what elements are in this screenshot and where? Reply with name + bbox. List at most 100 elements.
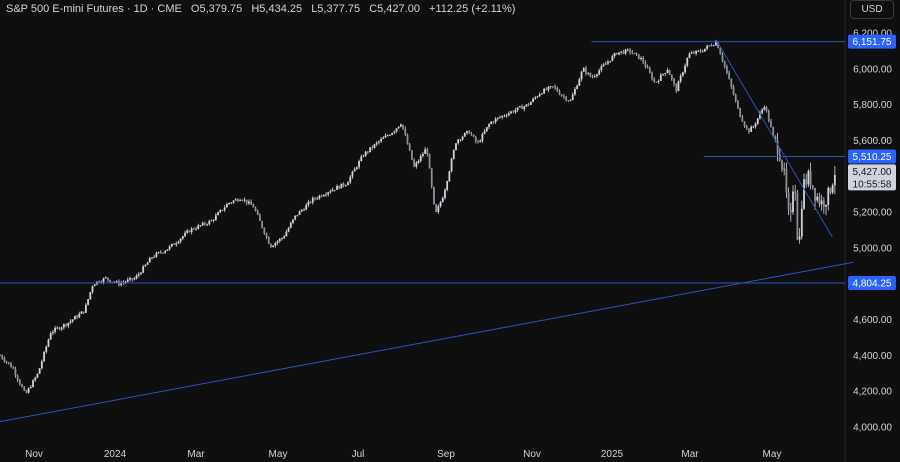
y-tick-label: 6,000.00 xyxy=(853,64,892,75)
candle-body xyxy=(186,230,189,233)
candle-body xyxy=(598,70,601,75)
candle-body xyxy=(263,227,266,234)
candle-body xyxy=(778,154,781,161)
candle-body xyxy=(384,135,387,138)
candle-body xyxy=(703,48,706,52)
y-tick-label: 5,600.00 xyxy=(853,136,892,147)
candle-body xyxy=(283,236,286,239)
candle-body xyxy=(27,388,30,393)
candle-body xyxy=(344,185,347,186)
candle-body xyxy=(602,64,605,67)
x-tick-label: Mar xyxy=(681,449,699,460)
candle-body xyxy=(126,279,129,282)
candle-body xyxy=(494,118,497,123)
candle-body xyxy=(448,171,451,182)
candle-body xyxy=(73,316,76,320)
candle-body xyxy=(468,131,471,134)
candle-body xyxy=(833,175,836,186)
candle-body xyxy=(690,52,693,54)
candle-body xyxy=(422,153,424,156)
candle-body xyxy=(375,142,378,145)
candle-body xyxy=(85,304,87,313)
y-tick-label: 4,000.00 xyxy=(853,423,892,434)
candle-body xyxy=(36,373,39,378)
candle-body xyxy=(201,222,204,226)
candle-body xyxy=(373,144,376,148)
candle-body xyxy=(56,327,59,329)
candle-body xyxy=(395,128,398,132)
candle-body xyxy=(250,201,253,205)
candle-body xyxy=(556,87,559,92)
high-value: H5,434.25 xyxy=(251,3,303,15)
price-tag[interactable] xyxy=(848,34,896,49)
candle-body xyxy=(0,355,1,357)
candle-body xyxy=(642,57,645,63)
candle-body xyxy=(563,96,565,97)
candle-body xyxy=(708,45,711,47)
currency-button[interactable]: USD xyxy=(850,0,894,19)
price-tag[interactable] xyxy=(848,149,896,164)
candle-body xyxy=(796,192,799,240)
candle-body xyxy=(296,214,299,216)
candle-body xyxy=(135,275,138,279)
candle-body xyxy=(173,243,175,245)
candle-body xyxy=(120,282,123,286)
candle-body xyxy=(829,187,832,193)
candle-body xyxy=(721,54,724,62)
candle-body xyxy=(538,94,541,97)
candle-body xyxy=(589,72,592,77)
candle-body xyxy=(514,110,517,113)
candle-body xyxy=(675,84,678,92)
candle-body xyxy=(463,132,466,137)
candle-body xyxy=(781,160,783,170)
candle-body xyxy=(591,76,594,78)
candle-body xyxy=(470,133,473,135)
candle-body xyxy=(807,171,810,185)
candle-body xyxy=(792,191,794,213)
candle-body xyxy=(593,75,596,78)
falling-trendline[interactable] xyxy=(716,40,833,238)
candle-body xyxy=(272,245,275,248)
candle-body xyxy=(353,168,356,172)
y-tick-label: 5,000.00 xyxy=(853,243,892,254)
candle-body xyxy=(256,210,259,215)
candle-body xyxy=(228,202,230,205)
candle-body xyxy=(155,252,158,257)
candle-body xyxy=(133,278,136,280)
x-tick-label: Mar xyxy=(187,449,205,460)
candle-body xyxy=(417,160,420,163)
symbol-title[interactable]: S&P 500 E-mini Futures · 1D · CME xyxy=(6,3,182,15)
candle-body xyxy=(210,220,213,222)
price-tag[interactable] xyxy=(848,275,896,290)
candle-body xyxy=(232,200,235,203)
candle-body xyxy=(309,201,312,203)
candle-body xyxy=(217,212,219,216)
candle-body xyxy=(699,50,702,52)
candle-body xyxy=(615,53,618,55)
candle-body xyxy=(523,106,526,110)
candle-body xyxy=(787,192,790,210)
candle-body xyxy=(831,185,834,193)
candle-body xyxy=(38,368,41,374)
candle-body xyxy=(571,94,574,101)
candle-body xyxy=(585,68,587,74)
candle-body xyxy=(618,52,620,55)
price-tag[interactable] xyxy=(848,164,896,191)
countdown-label: 10:55:58 xyxy=(853,179,892,190)
candle-body xyxy=(320,195,323,197)
candle-body xyxy=(382,137,385,139)
candle-body xyxy=(221,209,224,211)
candle-body xyxy=(179,238,182,242)
candle-body xyxy=(483,131,486,134)
candle-body xyxy=(767,110,770,122)
candle-body xyxy=(543,88,545,94)
candle-body xyxy=(327,192,330,195)
x-tick-label: Sep xyxy=(437,449,455,460)
candle-body xyxy=(355,167,358,169)
price-tag-label: 6,151.75 xyxy=(853,37,892,48)
candle-body xyxy=(499,117,501,119)
rising-trendline[interactable] xyxy=(0,261,854,423)
candle-body xyxy=(289,223,292,228)
x-tick-label: 2025 xyxy=(601,449,624,460)
